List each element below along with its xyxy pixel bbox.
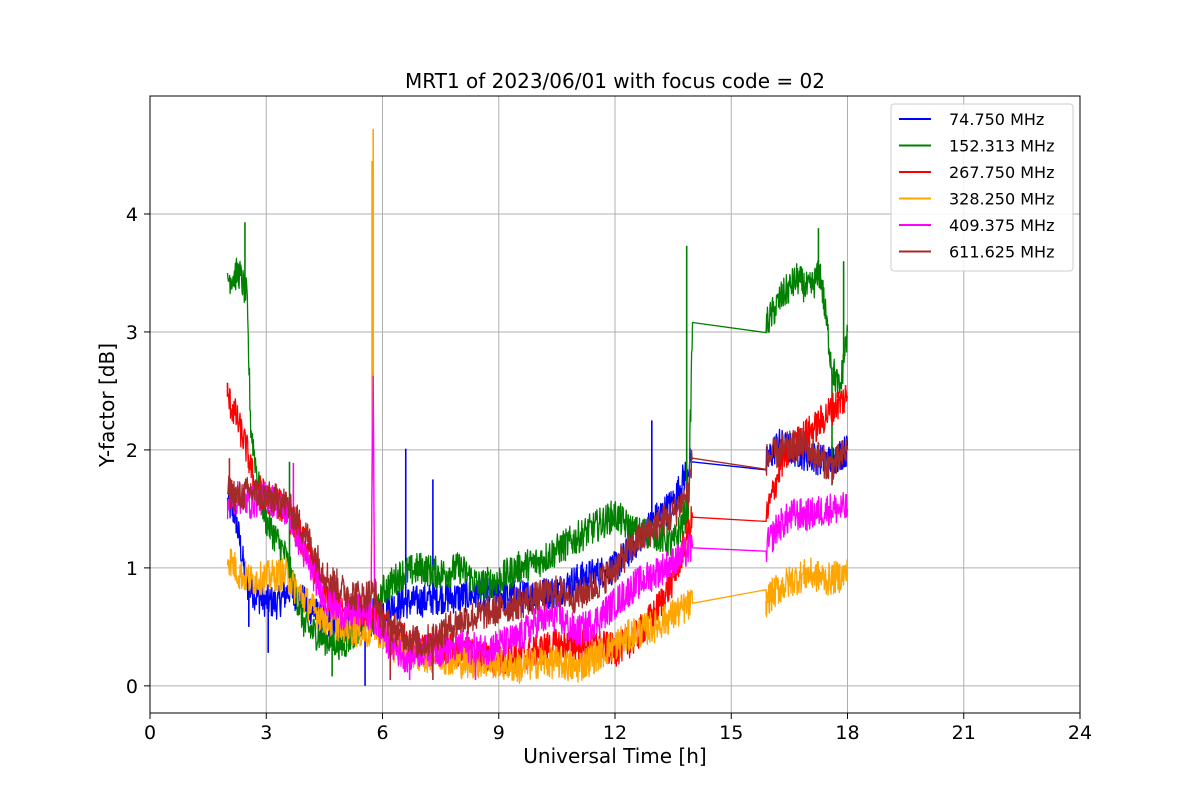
legend-box xyxy=(890,103,1074,272)
y-tick-label: 4 xyxy=(126,204,138,226)
x-tick-label: 9 xyxy=(493,722,505,744)
legend: 74.750 MHz 152.313 MHz 267.750 MHz 328.250 … xyxy=(890,103,1074,272)
series-line xyxy=(226,375,849,673)
legend-label: 328.250 MHz xyxy=(949,190,1054,209)
chart-title: MRT1 of 2023/06/01 with focus code = 02 xyxy=(405,69,825,93)
x-tick-label: 15 xyxy=(719,722,743,744)
x-tick-label: 12 xyxy=(603,722,627,744)
series-5 xyxy=(226,427,849,680)
legend-label: 611.625 MHz xyxy=(949,243,1054,262)
y-tick-label: 0 xyxy=(126,676,138,698)
legend-label: 267.750 MHz xyxy=(949,163,1054,182)
y-axis-label: Y-factor [dB] xyxy=(95,343,119,468)
x-tick-label: 24 xyxy=(1068,722,1092,744)
series-layer xyxy=(226,129,849,686)
x-tick-label: 3 xyxy=(260,722,272,744)
series-line xyxy=(226,257,849,661)
series-3 xyxy=(226,129,849,684)
y-tick-label: 3 xyxy=(126,322,138,344)
x-axis-label: Universal Time [h] xyxy=(523,744,706,768)
legend-label: 74.750 MHz xyxy=(949,110,1044,129)
series-line xyxy=(226,363,849,684)
y-tick-label: 1 xyxy=(126,558,138,580)
x-tick-label: 0 xyxy=(144,722,156,744)
x-tick-label: 6 xyxy=(376,722,388,744)
series-line xyxy=(226,427,849,658)
legend-label: 409.375 MHz xyxy=(949,216,1054,235)
legend-label: 152.313 MHz xyxy=(949,137,1054,156)
x-tick-label: 21 xyxy=(952,722,976,744)
x-tick-label: 18 xyxy=(835,722,859,744)
y-tick-label: 2 xyxy=(126,440,138,462)
